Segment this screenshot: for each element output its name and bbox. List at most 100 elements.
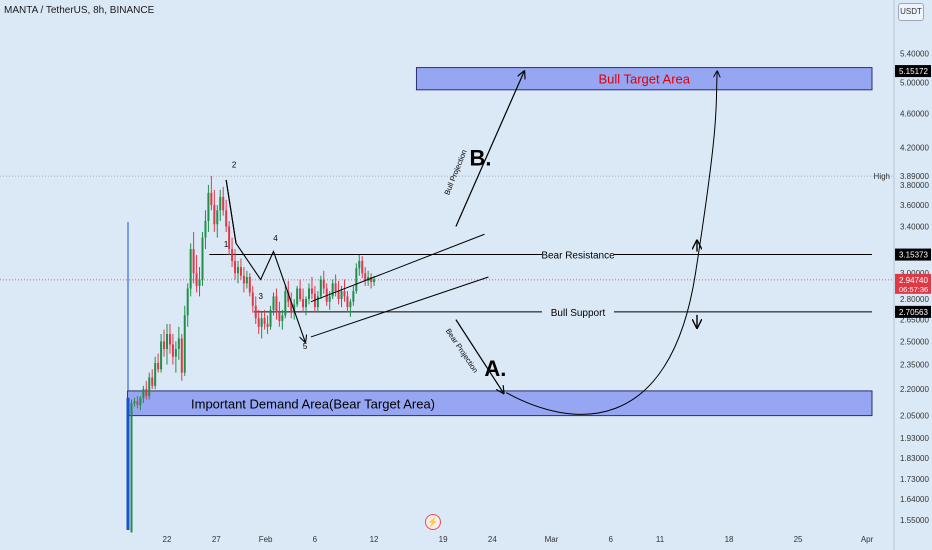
candle-body: [251, 292, 254, 306]
y-tick-label: 2.05000: [900, 412, 929, 421]
time-axis[interactable]: 22 27 Feb 6 12 19 24 Mar 6 11 18 25 Apr: [163, 535, 874, 544]
y-tick-label: 2.50000: [900, 337, 929, 346]
grid-layer: [0, 175, 894, 281]
x-tick-label: 24: [488, 535, 497, 544]
candle-body: [242, 275, 245, 284]
y-tick-label: 5.00000: [900, 78, 929, 87]
candle-body: [168, 334, 171, 345]
y-tick-label: 2.35000: [900, 361, 929, 370]
candle-body: [171, 344, 174, 357]
candle-body: [225, 210, 228, 227]
candle-body: [186, 288, 189, 316]
candle-body: [183, 315, 186, 373]
lightning-icon[interactable]: ⚡: [425, 514, 441, 530]
price-tag-label: 5.15172: [899, 67, 928, 76]
candle-body: [299, 288, 302, 300]
candle-body: [331, 283, 334, 297]
projection-label: A.: [484, 356, 506, 381]
x-tick-label: 27: [212, 535, 221, 544]
candle-body: [266, 323, 269, 327]
candle-body: [290, 301, 293, 313]
price-tag-bg: [895, 248, 931, 261]
wave-label: 1: [224, 240, 229, 249]
candle-body: [305, 299, 308, 308]
candle-body: [340, 291, 343, 300]
candle-body: [198, 279, 201, 286]
y-tick-label: 1.64000: [900, 495, 929, 504]
channel-lower: [310, 276, 489, 338]
level-label: Bear Resistance: [541, 251, 615, 262]
candle-body: [216, 210, 219, 225]
candle-body: [248, 277, 251, 293]
x-tick-label: Feb: [259, 535, 273, 544]
current-price-label: 2.94740: [899, 276, 928, 285]
bull-projection-arrow: [455, 72, 524, 227]
projection-label: B.: [470, 146, 492, 171]
bear-projection-arrow: [455, 319, 503, 393]
high-label: High: [874, 172, 890, 181]
candle-body: [213, 205, 216, 225]
candle-body: [174, 348, 177, 357]
candle-body: [361, 260, 364, 274]
candle-body: [236, 267, 239, 274]
y-tick-label: 3.40000: [900, 222, 929, 231]
candle-body: [207, 192, 210, 221]
candle-body: [334, 283, 337, 292]
price-tag-bg: [895, 65, 931, 78]
candle-body: [139, 397, 142, 405]
target-zone: [415, 67, 873, 91]
candle-body: [373, 279, 376, 283]
chart-labels-layer: Bull Target Area Important Demand Area(Be…: [191, 72, 691, 412]
current-price-bg: [895, 273, 931, 294]
currency-button[interactable]: USDT: [898, 3, 924, 21]
x-tick-label: 18: [725, 535, 734, 544]
y-tick-label: 3.00000: [900, 269, 929, 278]
high-price-label: 3.89000: [900, 172, 929, 181]
candle-body: [346, 296, 349, 308]
price-axis[interactable]: 5.40000 5.00000 4.60000 4.20000 3.80000 3.600…: [874, 0, 932, 550]
candle-body: [281, 315, 284, 322]
level-label-bg: [542, 305, 614, 318]
candle-body: [222, 196, 225, 211]
candle-body: [367, 277, 370, 281]
candle-body: [133, 401, 136, 404]
y-tick-label: 4.60000: [900, 109, 929, 118]
candle-body: [275, 296, 278, 313]
wave-label: 3: [258, 292, 263, 301]
y-tick-label: 3.60000: [900, 201, 929, 210]
y-tick-label: 1.93000: [900, 434, 929, 443]
bull-target-label: Bull Target Area: [598, 72, 690, 87]
y-tick-label: 4.20000: [900, 143, 929, 152]
candle-body: [245, 277, 248, 284]
x-tick-label: 22: [163, 535, 172, 544]
candle-body: [151, 377, 154, 386]
candle-body: [287, 291, 290, 302]
candle-body: [343, 291, 346, 297]
candle-body: [257, 318, 260, 327]
x-tick-label: 6: [313, 535, 318, 544]
x-tick-label: 19: [439, 535, 448, 544]
candle-body: [293, 304, 296, 313]
candle-body: [180, 338, 183, 373]
candle-body: [177, 338, 180, 349]
candle-body: [296, 288, 299, 305]
candle-body: [278, 312, 281, 322]
candle-body: [284, 291, 287, 316]
candle-body: [201, 237, 204, 280]
candle-body: [254, 305, 257, 319]
symbol-title[interactable]: MANTA / TetherUS, 8h, BINANCE: [4, 5, 155, 16]
y-tick-label: 1.73000: [900, 475, 929, 484]
x-tick-label: 11: [656, 535, 665, 544]
candle-body: [316, 296, 319, 308]
candle-body: [192, 249, 195, 274]
channel-upper: [310, 233, 485, 303]
candle-body: [136, 401, 139, 405]
candle-body: [142, 389, 145, 398]
candle-body: [349, 301, 352, 308]
candle-body: [231, 249, 234, 261]
wave-label: 4: [273, 234, 278, 243]
candles-layer: [126, 176, 376, 533]
wave-label: 2: [232, 161, 237, 170]
candle-body: [328, 296, 331, 302]
